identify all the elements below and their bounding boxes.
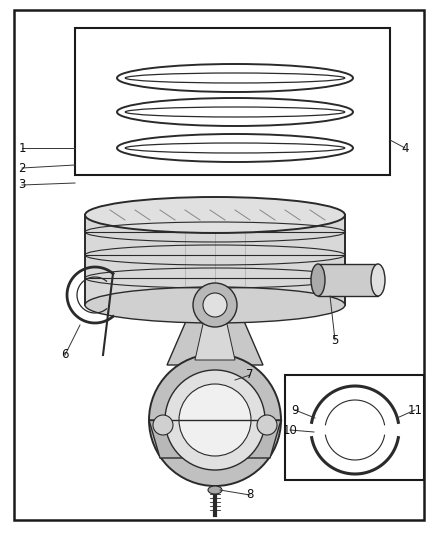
- Ellipse shape: [85, 287, 345, 323]
- Circle shape: [149, 354, 281, 486]
- Text: 3: 3: [18, 179, 26, 191]
- Polygon shape: [149, 420, 281, 458]
- Polygon shape: [167, 305, 263, 365]
- Circle shape: [257, 415, 277, 435]
- Circle shape: [153, 415, 173, 435]
- Ellipse shape: [311, 264, 325, 296]
- Text: 1: 1: [18, 141, 26, 155]
- Ellipse shape: [208, 486, 222, 494]
- Text: 4: 4: [401, 141, 409, 155]
- Text: 8: 8: [246, 489, 254, 502]
- Circle shape: [165, 370, 265, 470]
- Ellipse shape: [371, 264, 385, 296]
- Text: 9: 9: [291, 403, 299, 416]
- Bar: [318, 264, 378, 296]
- Text: 7: 7: [246, 368, 254, 382]
- Text: 11: 11: [407, 403, 423, 416]
- Text: 10: 10: [283, 424, 297, 437]
- Circle shape: [203, 293, 227, 317]
- Text: 2: 2: [18, 161, 26, 174]
- Ellipse shape: [85, 197, 345, 233]
- Circle shape: [193, 283, 237, 327]
- Text: 6: 6: [61, 349, 69, 361]
- Polygon shape: [195, 315, 235, 360]
- Circle shape: [179, 384, 251, 456]
- Text: 5: 5: [331, 334, 339, 346]
- Bar: [85, 215, 345, 305]
